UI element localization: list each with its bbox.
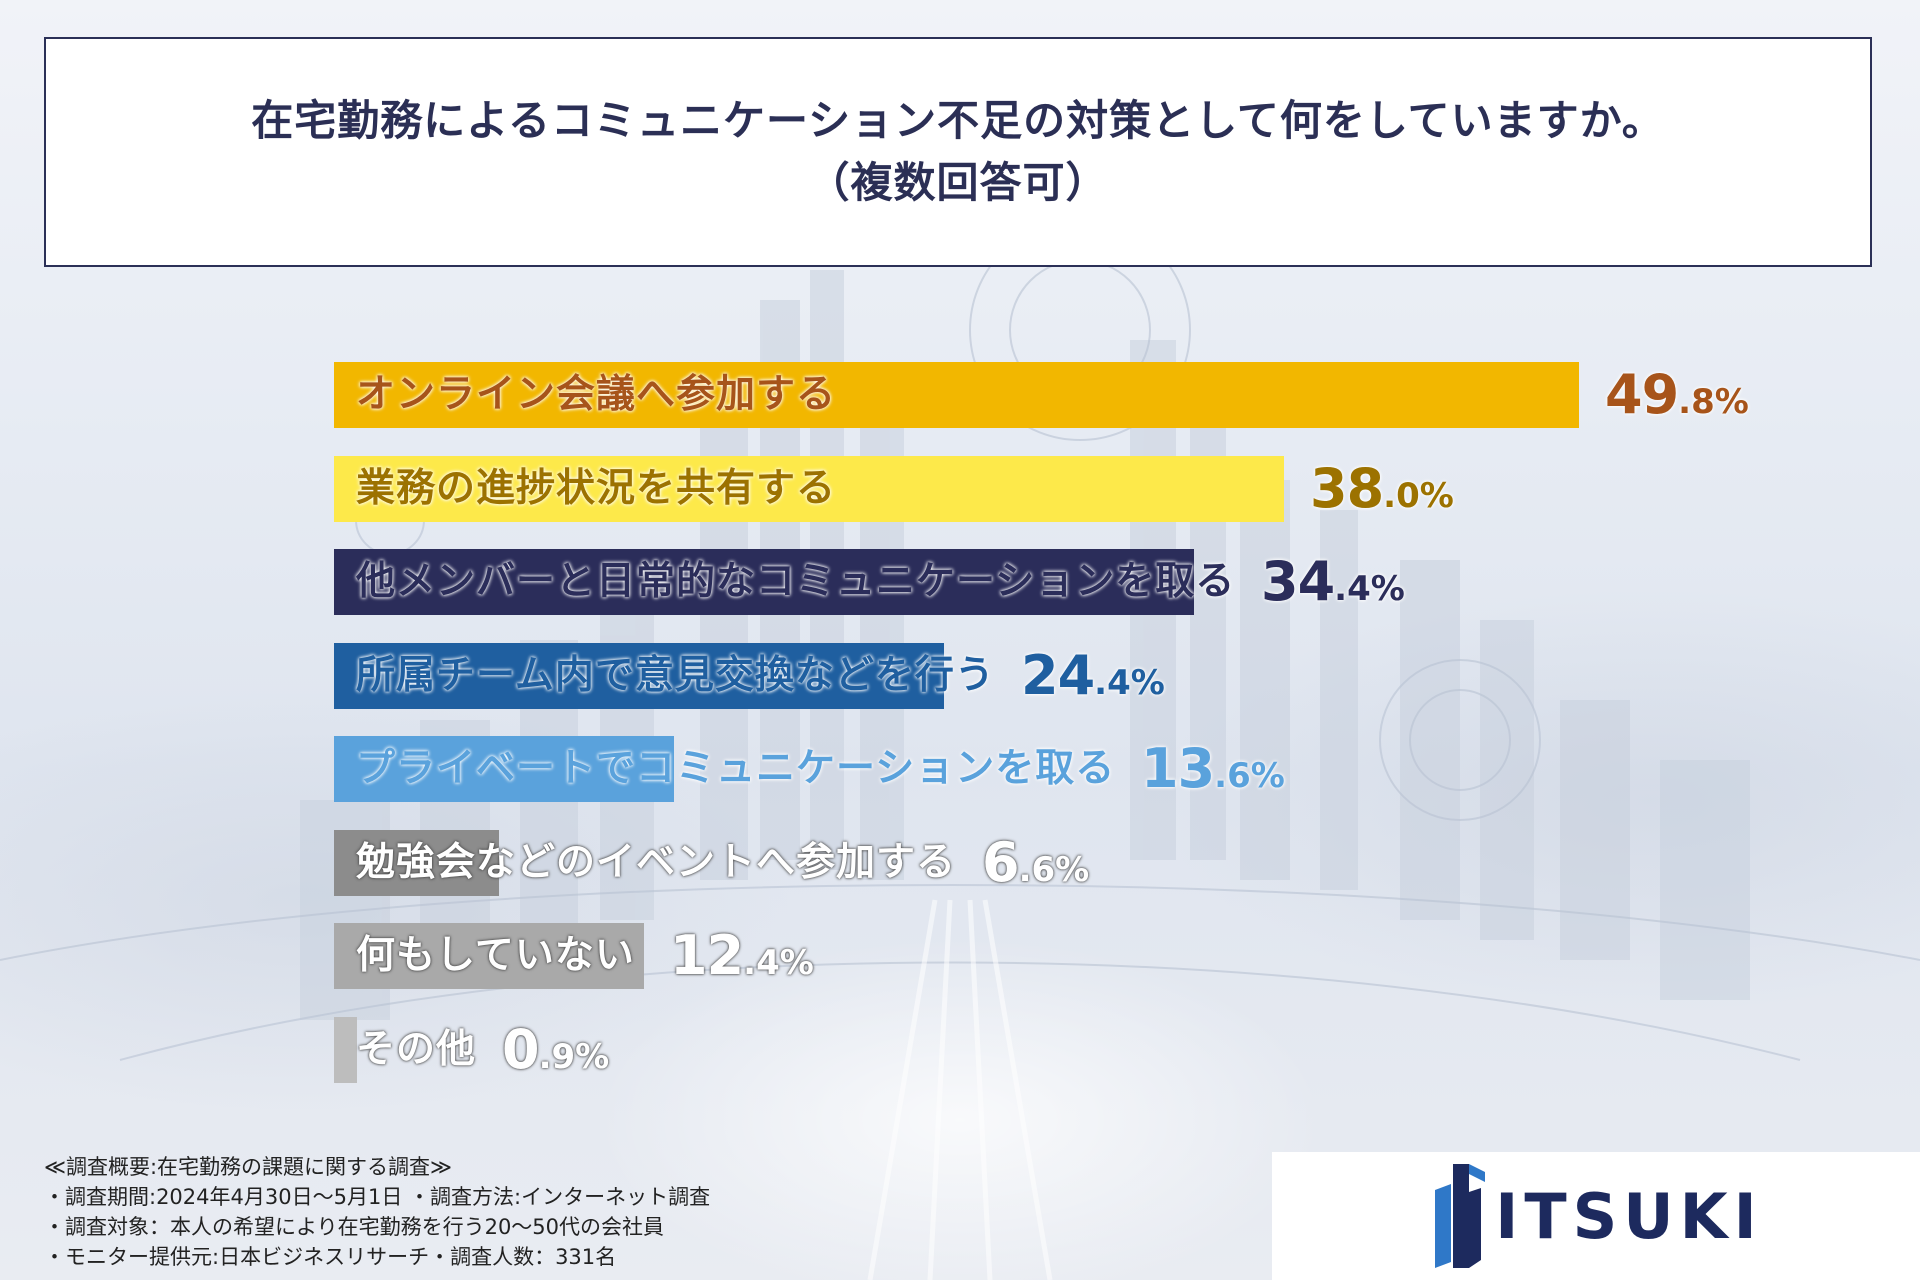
bar-value-integer: 24 <box>1021 643 1095 707</box>
bar-value-label: 6.6% <box>982 830 1089 896</box>
bar-value-label: 0.9% <box>502 1017 609 1083</box>
bar <box>334 736 674 802</box>
survey-note-period: ・調査期間:2024年4月30日〜5月1日 ・調査方法:インターネット調査 <box>44 1185 711 1209</box>
bar-category-label: オンライン会議へ参加する <box>356 372 837 417</box>
bar-value-decimal: .4% <box>1094 662 1165 703</box>
bar-value-decimal: .0% <box>1383 475 1454 516</box>
bar <box>334 1016 357 1083</box>
bar <box>334 549 1194 615</box>
bar-value-integer: 49 <box>1605 363 1679 426</box>
bar-value-decimal: .9% <box>538 1036 610 1077</box>
bar-value-decimal: .6% <box>1018 849 1090 890</box>
survey-note-heading: ≪調査概要:在宅勤務の課題に関する調査≫ <box>44 1155 453 1179</box>
bar-value-decimal: .8% <box>1678 382 1749 422</box>
logo-text: ITSUKI <box>1495 1179 1763 1253</box>
survey-note-provider: ・モニター提供元:日本ビジネスリサーチ・調査人数：331名 <box>44 1245 617 1269</box>
chart-subtitle: （複数回答可） <box>807 158 1109 207</box>
bar-value-label: 49.8% <box>1605 362 1749 428</box>
bar-category-label: プライベートでコミュニケーションを取る <box>356 746 1116 791</box>
survey-notes: ≪調査概要:在宅勤務の課題に関する調査≫ ・調査期間:2024年4月30日〜5月… <box>44 1152 844 1272</box>
bar-value-integer: 0 <box>502 1017 540 1081</box>
bar-value-label: 38.0% <box>1310 456 1454 522</box>
bar-value-integer: 34 <box>1261 550 1335 613</box>
bar-value-integer: 6 <box>982 830 1020 894</box>
itsuki-logo-mark-icon <box>1435 1164 1486 1268</box>
title-box: 在宅勤務によるコミュニケーション不足の対策として何をしていますか。 （複数回答可… <box>44 37 1872 267</box>
bar-value-label: 24.4% <box>1021 643 1165 709</box>
bar-value-integer: 13 <box>1141 737 1215 800</box>
chart-title: 在宅勤務によるコミュニケーション不足の対策として何をしていますか。 <box>251 96 1665 145</box>
bar-value-decimal: .4% <box>743 943 814 983</box>
bar-category-label: 所属チーム内で意見交換などを行う <box>356 652 995 698</box>
bar-category-label: 他メンバーと日常的なコミュニケーションを取る <box>356 559 1236 604</box>
bar <box>334 642 944 709</box>
bar-category-label: 何もしていない <box>356 933 635 978</box>
bar-value-label: 13.6% <box>1141 736 1285 802</box>
bar-value-label: 34.4% <box>1261 549 1405 615</box>
survey-note-target: ・調査対象：本人の希望により在宅勤務を行う20〜50代の会社員 <box>44 1215 665 1239</box>
bar-value-decimal: .6% <box>1214 756 1285 796</box>
bar <box>334 829 499 896</box>
bar-value-decimal: .4% <box>1334 569 1405 609</box>
bar-category-label: その他 <box>356 1026 477 1072</box>
bar-value-integer: 12 <box>670 924 744 987</box>
bar-value-integer: 38 <box>1310 456 1384 520</box>
bar <box>334 455 1284 522</box>
bar-category-label: 業務の進捗状況を共有する <box>356 465 837 511</box>
logo: ITSUKI <box>1272 1152 1920 1280</box>
bar <box>334 923 644 989</box>
bar <box>334 362 1579 428</box>
bar-value-label: 12.4% <box>670 923 814 989</box>
bar-category-label: 勉強会などのイベントへ参加する <box>356 839 957 885</box>
